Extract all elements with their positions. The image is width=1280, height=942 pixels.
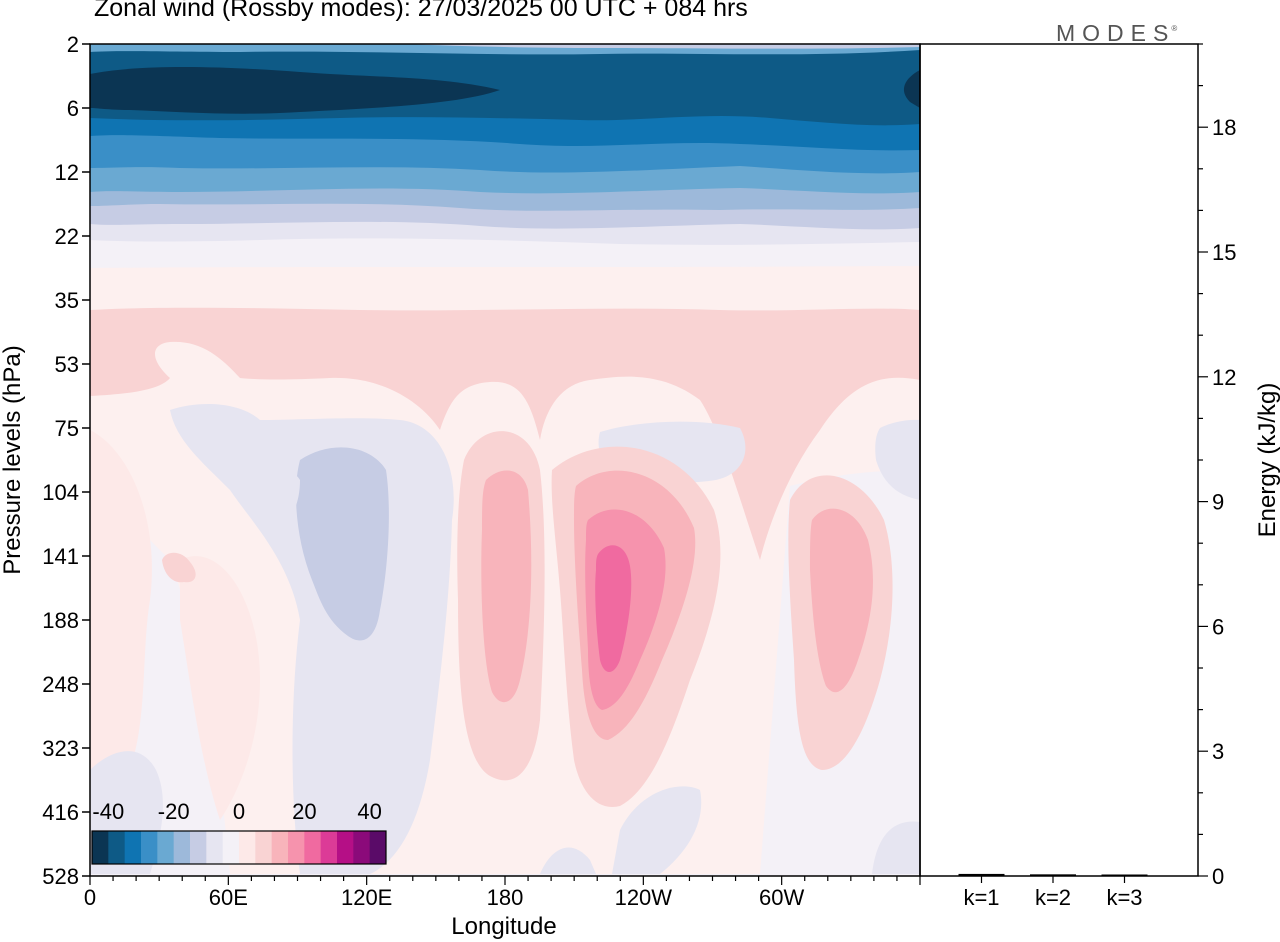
- modes-logo: MODES®: [1056, 20, 1181, 47]
- x-tick-label: 60E: [209, 885, 248, 910]
- energy-bar: [958, 873, 1005, 876]
- zonal-wind-field: [90, 44, 920, 876]
- tongue-left: [90, 430, 152, 800]
- x-tick-label: 120W: [615, 885, 673, 910]
- y-tick-label: 12: [55, 160, 79, 185]
- energy-bar: [1101, 874, 1148, 876]
- band-pos-1: [90, 307, 920, 560]
- colorbar-swatch: [239, 831, 256, 864]
- y-tick-label: 323: [42, 736, 79, 761]
- neg-small-1: [232, 458, 300, 527]
- y-tick-label: 22: [55, 224, 79, 249]
- y-tick-label: 416: [42, 800, 79, 825]
- y-tick-label: 248: [42, 672, 79, 697]
- pos-blob-small: [162, 552, 196, 583]
- energy-category-label: k=3: [1106, 885, 1142, 910]
- colorbar-swatch: [141, 831, 158, 864]
- colorbar-swatch: [255, 831, 273, 864]
- colorbar-swatch: [190, 831, 207, 864]
- x-tick-label: 60W: [759, 885, 804, 910]
- energy-panel-frame: [919, 43, 1199, 877]
- energy-bars: [958, 873, 1148, 876]
- colorbar-swatch: [369, 831, 387, 864]
- y-tick-label: 141: [42, 544, 79, 569]
- colorbar-swatch: [320, 831, 338, 864]
- y-tick-label: 104: [42, 480, 79, 505]
- tongue-left-2: [180, 556, 260, 820]
- energy-tick-label: 0: [1212, 864, 1224, 889]
- colorbar-swatch: [337, 831, 354, 864]
- energy-tick-label: 15: [1212, 240, 1236, 265]
- colorbar-swatch: [173, 831, 191, 864]
- colorbar-swatch: [92, 831, 109, 864]
- energy-tick-label: 3: [1212, 739, 1224, 764]
- colorbar-swatch: [124, 831, 142, 864]
- neg-lobe-inner: [296, 447, 389, 641]
- pos-tongue-120w-4: [595, 545, 632, 672]
- colorbar-swatch: [288, 831, 305, 864]
- pos-tongue-180-inner: [481, 470, 532, 703]
- x-tick-label: 0: [84, 885, 96, 910]
- logo-text: MODES: [1056, 20, 1176, 46]
- longitude-axis: 0 60E 120E 180 120W 60W: [84, 876, 921, 910]
- x-axis-title: Longitude: [451, 913, 556, 940]
- y-tick-label: 2: [67, 32, 79, 57]
- y-tick-label: 528: [42, 864, 79, 889]
- band-top-lighter: [400, 44, 920, 49]
- chart-title: Zonal wind (Rossby modes): 27/03/2025 00…: [94, 0, 748, 22]
- y-tick-label: 188: [42, 608, 79, 633]
- neg-bottom-3: [872, 821, 920, 874]
- y-axis-title: Pressure levels (hPa): [0, 345, 26, 574]
- colorbar-swatch: [157, 831, 175, 864]
- colorbar-label: 40: [357, 799, 381, 824]
- energy-bar: [1030, 874, 1076, 876]
- colorbar-label: -40: [92, 799, 124, 824]
- energy-axis: 0 3 6 9 12 15 18: [1198, 43, 1236, 889]
- colorbar-label: -20: [158, 799, 190, 824]
- y-tick-label: 53: [55, 352, 79, 377]
- energy-axis-title: Energy (kJ/kg): [1254, 383, 1280, 538]
- colorbar-swatch: [108, 831, 126, 864]
- colorbar-label: 0: [233, 799, 245, 824]
- energy-tick-label: 18: [1212, 115, 1236, 140]
- pressure-axis: 2 6 12 22 35 53 75 104 141 188 248 323 416 528: [42, 32, 90, 889]
- band-neg-8b: [903, 70, 920, 108]
- y-tick-label: 75: [55, 416, 79, 441]
- x-tick-label: 120E: [341, 885, 392, 910]
- energy-tick-label: 9: [1212, 490, 1224, 515]
- colorbar-swatch: [222, 831, 240, 864]
- energy-category-label: k=1: [963, 885, 999, 910]
- registered-mark: ®: [1171, 24, 1178, 33]
- colorbar-swatch: [353, 831, 371, 864]
- y-tick-label: 6: [67, 96, 79, 121]
- colorbar: -40 -20 0 20 40: [91, 799, 387, 865]
- colorbar-swatch: [206, 831, 224, 864]
- energy-categories: k=1 k=2 k=3: [963, 876, 1143, 910]
- colorbar-swatch: [304, 831, 322, 864]
- pos-tongue-60w-inner: [810, 508, 873, 693]
- neg-bottom-1: [612, 786, 702, 874]
- neg-right-edge: [875, 419, 920, 500]
- colorbar-label: 20: [292, 799, 316, 824]
- y-tick-label: 35: [55, 288, 79, 313]
- colorbar-swatch: [271, 831, 289, 864]
- band-neg-8: [90, 67, 500, 114]
- energy-tick-label: 12: [1212, 365, 1236, 390]
- x-tick-label: 180: [487, 885, 524, 910]
- neg-bottom-2: [540, 847, 596, 874]
- energy-category-label: k=2: [1035, 885, 1071, 910]
- energy-tick-label: 6: [1212, 614, 1224, 639]
- colorbar-frame: [91, 830, 387, 865]
